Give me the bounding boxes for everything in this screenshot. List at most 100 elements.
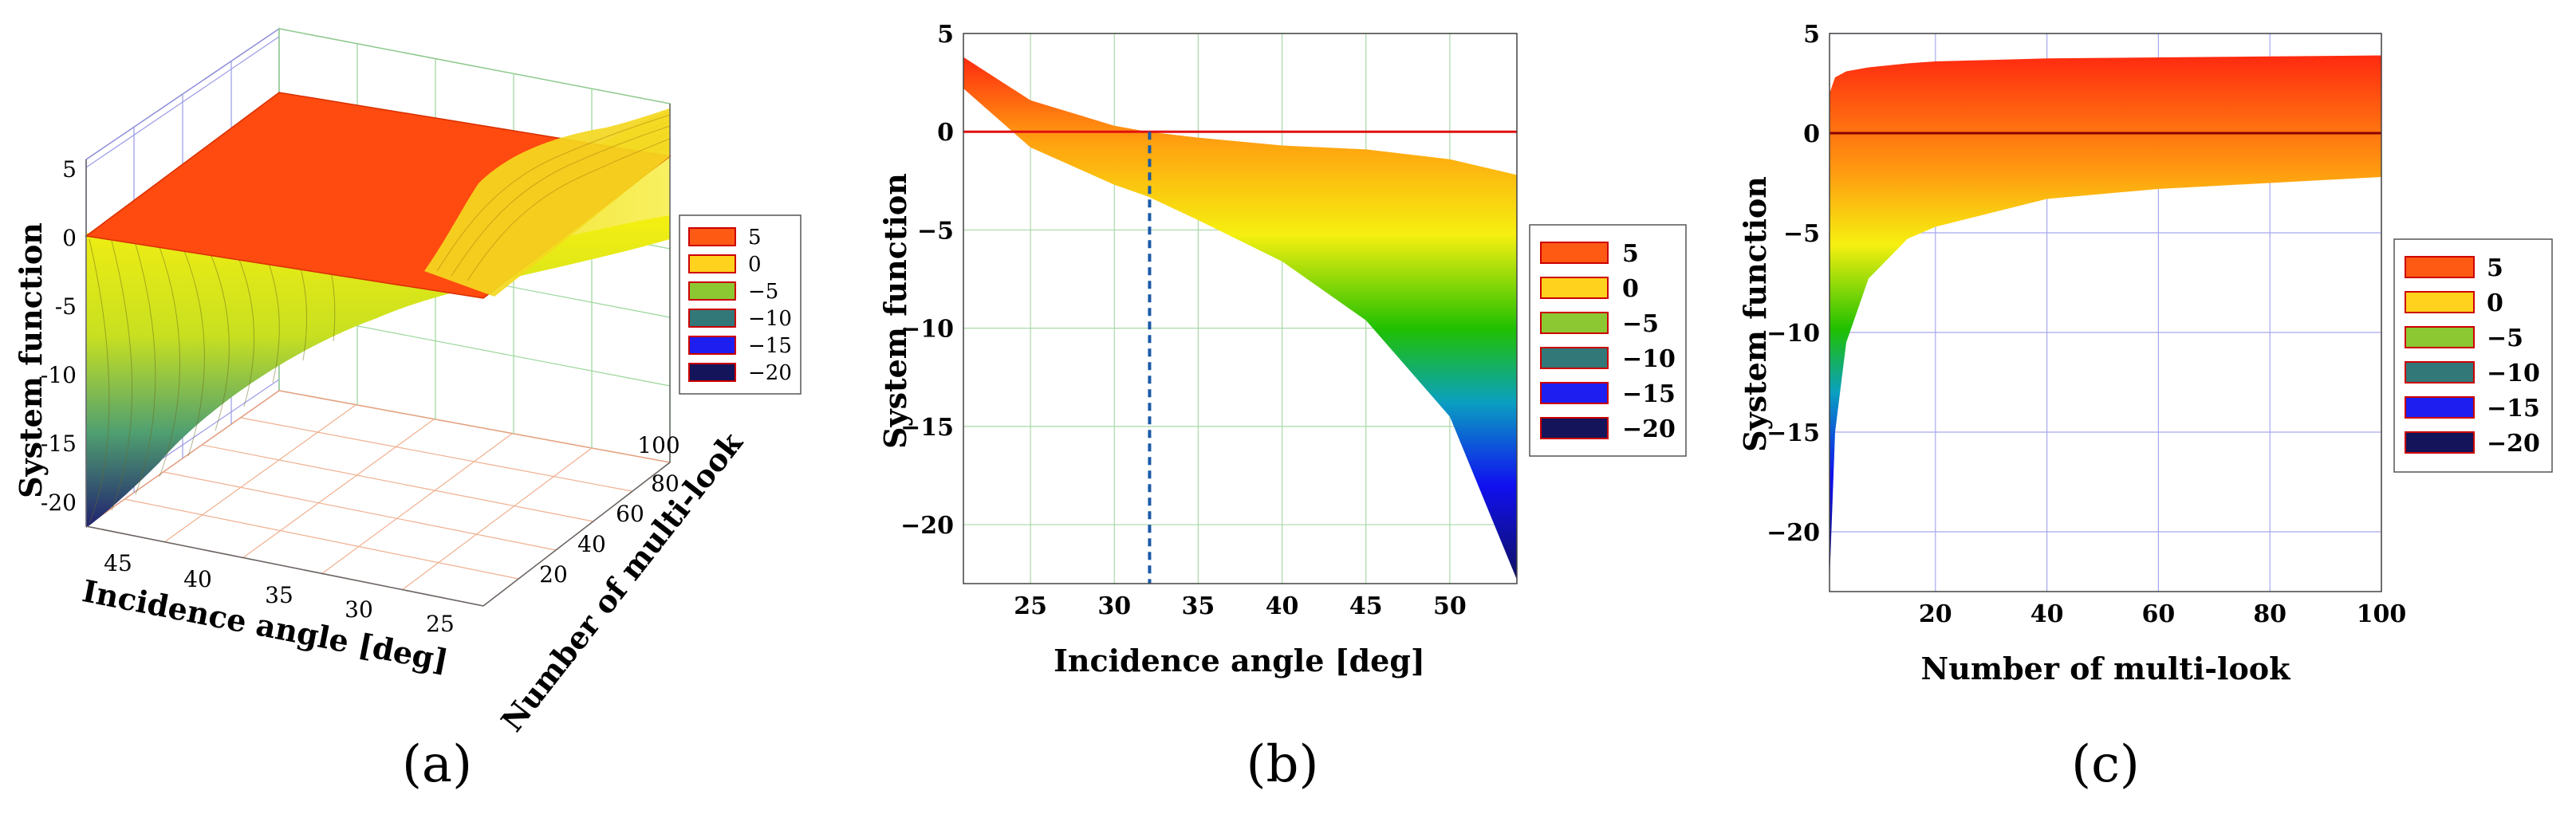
- y-tick-label: −10: [900, 316, 954, 344]
- b-y-ticks: 5 0 −5 −10 −15 −20: [900, 21, 954, 540]
- x-tick-label: 60: [2142, 600, 2176, 628]
- y-tick-label: 5: [937, 21, 954, 49]
- legend-item: −10: [1540, 345, 1676, 373]
- legend-label: 0: [1622, 275, 1639, 303]
- legend-label: −10: [748, 307, 792, 331]
- x-tick-label: 100: [2357, 600, 2407, 628]
- legend-swatch: [2405, 396, 2475, 419]
- legend-item: −5: [1540, 310, 1659, 338]
- a-z-label: System function: [13, 222, 49, 498]
- panel-a-z-ticks: 5 0 -5 -10 -15 -20: [41, 156, 77, 516]
- a-z-tick: -15: [41, 431, 77, 457]
- legend-label: −10: [1622, 345, 1676, 373]
- a-z-tick: -20: [41, 490, 77, 516]
- y-tick-label: −5: [917, 217, 954, 245]
- y-tick-label: 0: [937, 119, 954, 147]
- legend-label: −20: [2487, 430, 2540, 458]
- legend-label: −20: [748, 361, 792, 385]
- legend-swatch: [2405, 326, 2475, 348]
- legend-swatch: [2405, 431, 2475, 454]
- legend-label: 5: [748, 226, 762, 250]
- a-y-tick: 60: [616, 501, 644, 527]
- b-area: [963, 57, 1517, 580]
- a-z-tick: 0: [62, 225, 77, 251]
- legend-item: 5: [1540, 240, 1639, 268]
- panel-c: 5 0 −5 −10 −15 −20 20 40 60 80 100 System functio…: [1737, 21, 2553, 794]
- a-x-tick: 30: [345, 596, 373, 623]
- legend-label: 0: [748, 253, 762, 277]
- legend-item: 5: [688, 226, 762, 250]
- legend-item: −15: [688, 334, 792, 358]
- a-z-tick: 5: [62, 156, 77, 183]
- y-tick-label: 0: [1803, 120, 1820, 148]
- panel-a-x-ticks: 45 40 35 30 25: [104, 550, 455, 637]
- a-x-tick: 45: [104, 550, 132, 576]
- legend-label: 5: [2487, 254, 2503, 282]
- legend-item: −5: [2405, 324, 2523, 352]
- a-y-tick: 80: [651, 470, 679, 497]
- y-tick-label: −10: [1767, 320, 1820, 348]
- y-tick-label: 5: [1803, 21, 1820, 49]
- legend-swatch: [688, 336, 736, 355]
- legend-swatch: [688, 281, 736, 301]
- panel-c-legend: 5 0 −5 −10 −15 −20: [2393, 238, 2553, 473]
- c-y-label: System function: [1737, 176, 1773, 452]
- legend-item: −15: [2405, 395, 2540, 423]
- x-tick-label: 20: [1919, 600, 1952, 628]
- legend-swatch: [1540, 242, 1609, 264]
- legend-label: −10: [2487, 360, 2540, 387]
- x-tick-label: 45: [1349, 592, 1383, 620]
- b-x-ticks: 25 30 35 40 45 50: [1014, 592, 1467, 620]
- legend-swatch: [688, 363, 736, 382]
- a-x-tick: 40: [183, 566, 212, 592]
- legend-label: −20: [1622, 415, 1676, 443]
- legend-label: 0: [2487, 289, 2503, 317]
- legend-label: −15: [1622, 380, 1676, 408]
- legend-swatch: [1540, 382, 1609, 404]
- x-tick-label: 30: [1097, 592, 1131, 620]
- y-tick-label: −15: [1767, 419, 1820, 447]
- x-tick-label: 50: [1433, 592, 1467, 620]
- panel-b-label: (b): [1247, 735, 1319, 794]
- legend-swatch: [2405, 291, 2475, 313]
- b-x-label: Incidence angle [deg]: [1054, 643, 1425, 678]
- legend-swatch: [1540, 312, 1609, 334]
- legend-item: 5: [2405, 254, 2503, 282]
- legend-label: −5: [1622, 310, 1659, 338]
- b-y-label: System function: [877, 173, 913, 449]
- legend-item: −5: [688, 280, 778, 304]
- legend-item: −20: [2405, 430, 2540, 458]
- panel-b: 50−5−10−15−20 25 30 35 40 45 50 System functi…: [877, 21, 1687, 794]
- y-tick-label: −5: [1783, 220, 1820, 248]
- legend-item: 0: [688, 253, 762, 277]
- a-x-tick: 35: [265, 582, 293, 608]
- x-tick-label: 25: [1014, 592, 1047, 620]
- panel-a-y-ticks: 20 40 60 80 100: [539, 432, 680, 588]
- legend-label: 5: [1622, 240, 1639, 268]
- panel-a-fold: [424, 108, 670, 297]
- x-tick-label: 80: [2253, 600, 2286, 628]
- b-frame: [963, 33, 1518, 584]
- c-frame: [1829, 33, 2382, 592]
- a-y-tick: 40: [577, 531, 606, 557]
- legend-swatch: [2405, 361, 2475, 383]
- c-y-ticks: 5 0 −5 −10 −15 −20: [1767, 21, 1820, 547]
- y-tick-label: −15: [900, 414, 954, 442]
- y-tick-label: −20: [900, 512, 954, 540]
- legend-item: 0: [2405, 289, 2503, 317]
- legend-item: −10: [688, 307, 792, 331]
- c-x-ticks: 20 40 60 80 100: [1919, 600, 2406, 628]
- legend-swatch: [1540, 277, 1609, 299]
- legend-item: −15: [1540, 380, 1676, 408]
- legend-swatch: [688, 309, 736, 328]
- legend-swatch: [1540, 347, 1609, 369]
- legend-item: 0: [1540, 275, 1639, 303]
- x-tick-label: 35: [1182, 592, 1215, 620]
- panel-c-label: (c): [2071, 735, 2140, 794]
- legend-swatch: [1540, 417, 1609, 439]
- legend-item: −10: [2405, 360, 2540, 387]
- panel-a: 5 0 -5 -10 -15 -20 System function 45 40…: [13, 27, 802, 794]
- a-y-tick: 20: [539, 561, 568, 588]
- x-tick-label: 40: [2030, 600, 2064, 628]
